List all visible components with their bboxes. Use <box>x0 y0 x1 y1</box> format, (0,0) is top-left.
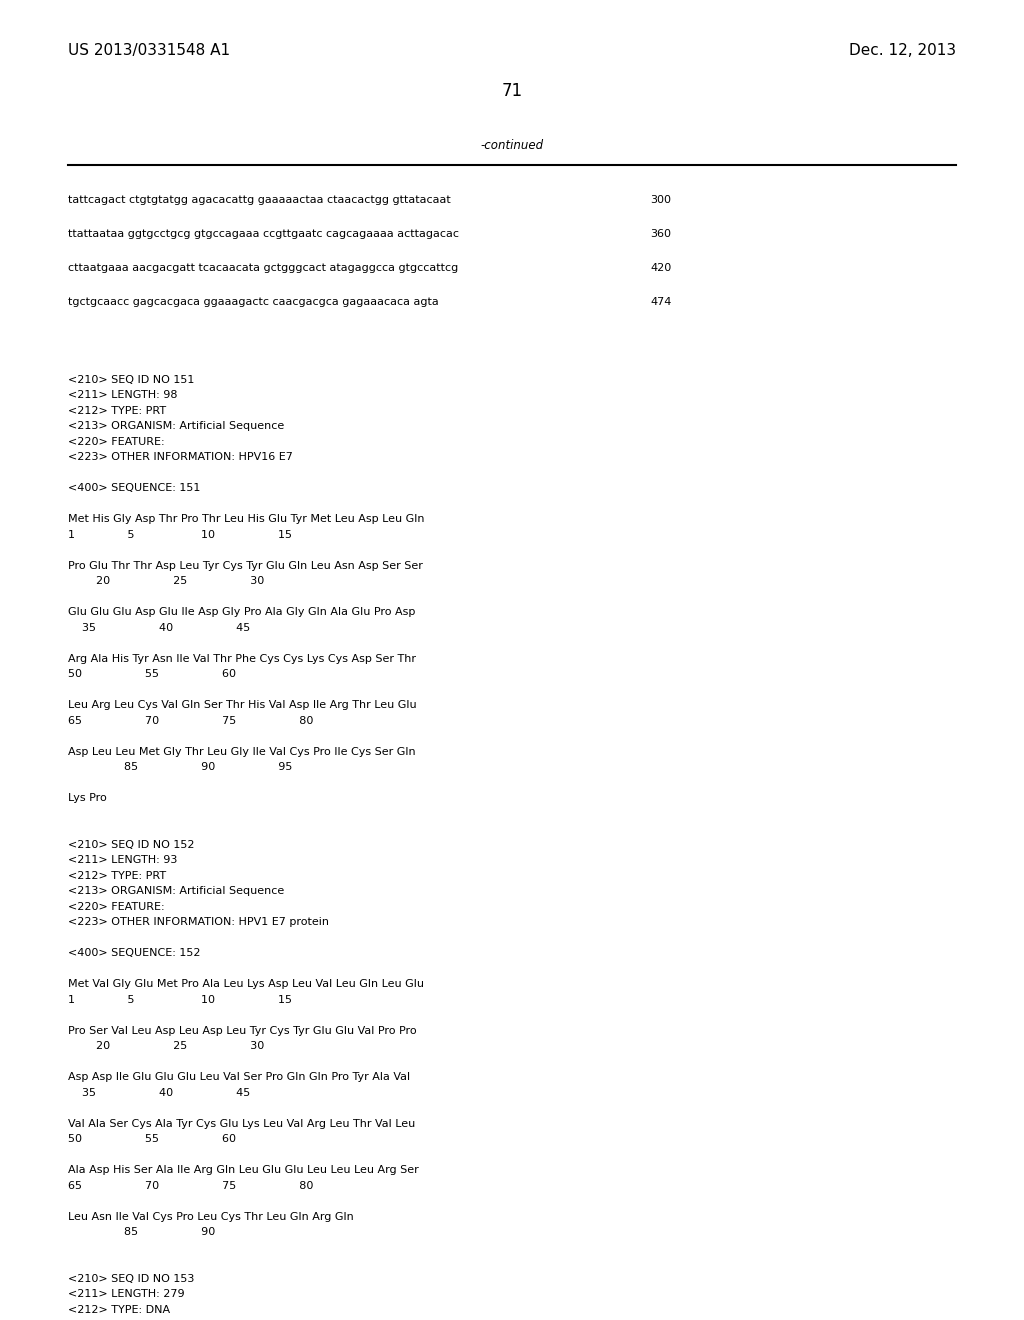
Text: Leu Arg Leu Cys Val Gln Ser Thr His Val Asp Ile Arg Thr Leu Glu: Leu Arg Leu Cys Val Gln Ser Thr His Val … <box>68 701 417 710</box>
Text: Arg Ala His Tyr Asn Ile Val Thr Phe Cys Cys Lys Cys Asp Ser Thr: Arg Ala His Tyr Asn Ile Val Thr Phe Cys … <box>68 653 416 664</box>
Text: <400> SEQUENCE: 152: <400> SEQUENCE: 152 <box>68 948 201 958</box>
Text: Ala Asp His Ser Ala Ile Arg Gln Leu Glu Glu Leu Leu Leu Arg Ser: Ala Asp His Ser Ala Ile Arg Gln Leu Glu … <box>68 1166 419 1175</box>
Text: <223> OTHER INFORMATION: HPV1 E7 protein: <223> OTHER INFORMATION: HPV1 E7 protein <box>68 917 329 927</box>
Text: Pro Ser Val Leu Asp Leu Asp Leu Tyr Cys Tyr Glu Glu Val Pro Pro: Pro Ser Val Leu Asp Leu Asp Leu Tyr Cys … <box>68 1026 417 1036</box>
Text: Met His Gly Asp Thr Pro Thr Leu His Glu Tyr Met Leu Asp Leu Gln: Met His Gly Asp Thr Pro Thr Leu His Glu … <box>68 515 425 524</box>
Text: 420: 420 <box>650 263 672 273</box>
Text: 85                  90: 85 90 <box>68 1228 215 1237</box>
Text: 85                  90                  95: 85 90 95 <box>68 762 293 772</box>
Text: 50                  55                  60: 50 55 60 <box>68 669 236 680</box>
Text: 1               5                   10                  15: 1 5 10 15 <box>68 529 292 540</box>
Text: US 2013/0331548 A1: US 2013/0331548 A1 <box>68 44 230 58</box>
Text: Asp Asp Ile Glu Glu Glu Leu Val Ser Pro Gln Gln Pro Tyr Ala Val: Asp Asp Ile Glu Glu Glu Leu Val Ser Pro … <box>68 1072 411 1082</box>
Text: 35                  40                  45: 35 40 45 <box>68 623 250 632</box>
Text: <210> SEQ ID NO 153: <210> SEQ ID NO 153 <box>68 1274 195 1284</box>
Text: <210> SEQ ID NO 152: <210> SEQ ID NO 152 <box>68 840 195 850</box>
Text: 65                  70                  75                  80: 65 70 75 80 <box>68 1181 313 1191</box>
Text: <211> LENGTH: 279: <211> LENGTH: 279 <box>68 1290 184 1299</box>
Text: <211> LENGTH: 98: <211> LENGTH: 98 <box>68 391 177 400</box>
Text: Val Ala Ser Cys Ala Tyr Cys Glu Lys Leu Val Arg Leu Thr Val Leu: Val Ala Ser Cys Ala Tyr Cys Glu Lys Leu … <box>68 1119 416 1129</box>
Text: 20                  25                  30: 20 25 30 <box>68 577 264 586</box>
Text: tgctgcaacc gagcacgaca ggaaagactc caacgacgca gagaaacaca agta: tgctgcaacc gagcacgaca ggaaagactc caacgac… <box>68 297 438 308</box>
Text: 20                  25                  30: 20 25 30 <box>68 1041 264 1051</box>
Text: Leu Asn Ile Val Cys Pro Leu Cys Thr Leu Gln Arg Gln: Leu Asn Ile Val Cys Pro Leu Cys Thr Leu … <box>68 1212 353 1222</box>
Text: 300: 300 <box>650 195 671 205</box>
Text: 360: 360 <box>650 230 671 239</box>
Text: 474: 474 <box>650 297 672 308</box>
Text: Dec. 12, 2013: Dec. 12, 2013 <box>849 44 956 58</box>
Text: tattcagact ctgtgtatgg agacacattg gaaaaactaa ctaacactgg gttatacaat: tattcagact ctgtgtatgg agacacattg gaaaaac… <box>68 195 451 205</box>
Text: Pro Glu Thr Thr Asp Leu Tyr Cys Tyr Glu Gln Leu Asn Asp Ser Ser: Pro Glu Thr Thr Asp Leu Tyr Cys Tyr Glu … <box>68 561 423 570</box>
Text: <212> TYPE: PRT: <212> TYPE: PRT <box>68 405 166 416</box>
Text: 65                  70                  75                  80: 65 70 75 80 <box>68 715 313 726</box>
Text: <210> SEQ ID NO 151: <210> SEQ ID NO 151 <box>68 375 195 385</box>
Text: <212> TYPE: PRT: <212> TYPE: PRT <box>68 871 166 880</box>
Text: <212> TYPE: DNA: <212> TYPE: DNA <box>68 1304 170 1315</box>
Text: Glu Glu Glu Asp Glu Ile Asp Gly Pro Ala Gly Gln Ala Glu Pro Asp: Glu Glu Glu Asp Glu Ile Asp Gly Pro Ala … <box>68 607 416 618</box>
Text: <211> LENGTH: 93: <211> LENGTH: 93 <box>68 855 177 866</box>
Text: Met Val Gly Glu Met Pro Ala Leu Lys Asp Leu Val Leu Gln Leu Glu: Met Val Gly Glu Met Pro Ala Leu Lys Asp … <box>68 979 424 989</box>
Text: 35                  40                  45: 35 40 45 <box>68 1088 250 1098</box>
Text: <223> OTHER INFORMATION: HPV16 E7: <223> OTHER INFORMATION: HPV16 E7 <box>68 453 293 462</box>
Text: ttattaataa ggtgcctgcg gtgccagaaa ccgttgaatc cagcagaaaa acttagacac: ttattaataa ggtgcctgcg gtgccagaaa ccgttga… <box>68 230 459 239</box>
Text: <213> ORGANISM: Artificial Sequence: <213> ORGANISM: Artificial Sequence <box>68 886 285 896</box>
Text: cttaatgaaa aacgacgatt tcacaacata gctgggcact atagaggcca gtgccattcg: cttaatgaaa aacgacgatt tcacaacata gctgggc… <box>68 263 459 273</box>
Text: <220> FEATURE:: <220> FEATURE: <box>68 437 165 446</box>
Text: -continued: -continued <box>480 139 544 152</box>
Text: 50                  55                  60: 50 55 60 <box>68 1134 236 1144</box>
Text: <400> SEQUENCE: 151: <400> SEQUENCE: 151 <box>68 483 201 494</box>
Text: 1               5                   10                  15: 1 5 10 15 <box>68 995 292 1005</box>
Text: <220> FEATURE:: <220> FEATURE: <box>68 902 165 912</box>
Text: Asp Leu Leu Met Gly Thr Leu Gly Ile Val Cys Pro Ile Cys Ser Gln: Asp Leu Leu Met Gly Thr Leu Gly Ile Val … <box>68 747 416 756</box>
Text: 71: 71 <box>502 82 522 100</box>
Text: <213> ORGANISM: Artificial Sequence: <213> ORGANISM: Artificial Sequence <box>68 421 285 432</box>
Text: Lys Pro: Lys Pro <box>68 793 106 804</box>
